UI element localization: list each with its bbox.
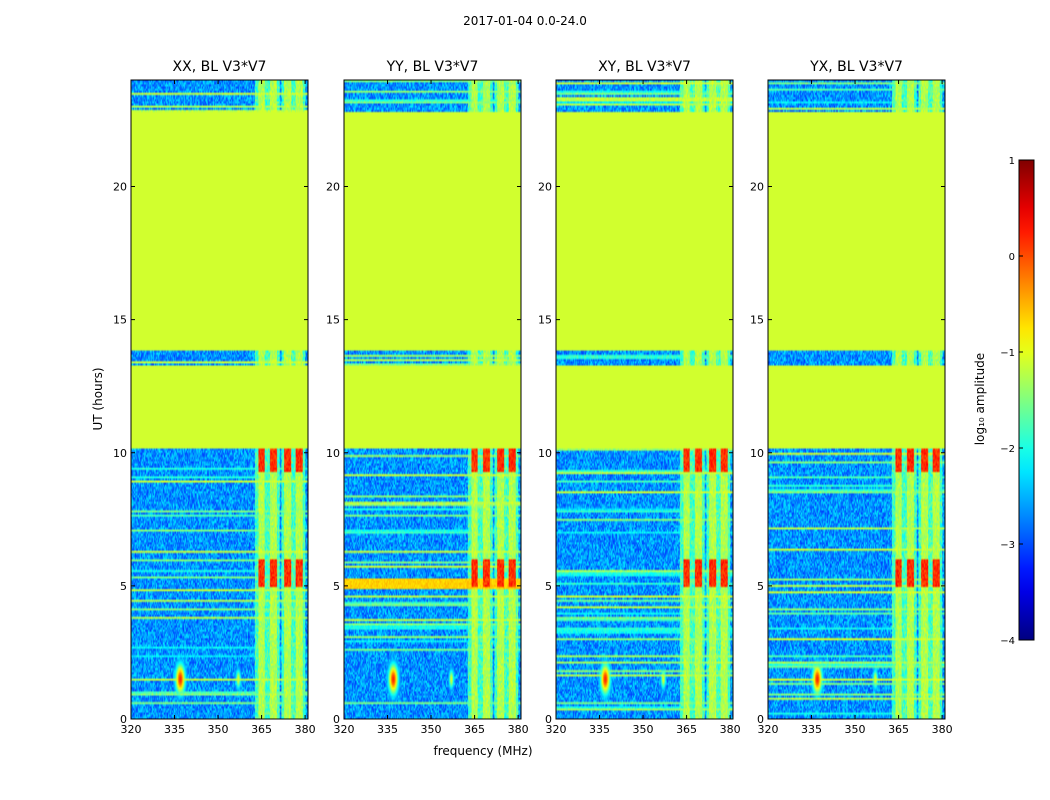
- x-tick-label-1-2: 350: [421, 723, 442, 736]
- y-tick-label-0-1: 5: [120, 580, 127, 593]
- x-tick-label-2-0: 320: [546, 723, 567, 736]
- x-tick-label-3-2: 350: [845, 723, 866, 736]
- colorbar-tick-label-0: 1: [1009, 156, 1015, 167]
- y-tick-label-1-4: 20: [326, 181, 340, 194]
- panel-title-xy: XY, BL V3*V7: [598, 59, 691, 75]
- y-tick-label-2-4: 20: [538, 181, 552, 194]
- x-tick-label-2-4: 380: [720, 723, 741, 736]
- x-tick-label-0-3: 365: [251, 723, 272, 736]
- x-tick-label-3-1: 335: [801, 723, 822, 736]
- colorbar-tick-label-5: −4: [1000, 636, 1015, 647]
- heatmap-1: [344, 80, 521, 719]
- x-tick-label-0-0: 320: [121, 723, 142, 736]
- y-tick-label-3-1: 5: [757, 580, 764, 593]
- colorbar-tick-label-1: 0: [1009, 252, 1015, 263]
- x-tick-label-3-3: 365: [888, 723, 909, 736]
- x-tick-label-1-0: 320: [334, 723, 355, 736]
- heatmap-3: [768, 80, 945, 719]
- x-tick-label-0-1: 335: [164, 723, 185, 736]
- x-tick-label-2-2: 350: [633, 723, 654, 736]
- heatmap-2: [556, 80, 733, 719]
- y-tick-label-3-2: 10: [750, 447, 764, 460]
- panel-title-xx: XX, BL V3*V7: [172, 59, 267, 75]
- y-tick-label-2-1: 5: [545, 580, 552, 593]
- figure-title: 2017-01-04 0.0-24.0: [463, 14, 587, 28]
- colorbar-tick-label-2: −1: [1000, 348, 1015, 359]
- panel-frame-3: [767, 79, 946, 720]
- heatmap-0: [131, 80, 308, 719]
- panel-frame-1: [343, 79, 522, 720]
- x-tick-label-1-1: 335: [377, 723, 398, 736]
- y-tick-label-0-0: 0: [120, 713, 127, 726]
- y-tick-label-2-3: 15: [538, 314, 552, 327]
- panel-frame-0: [130, 79, 309, 720]
- x-tick-label-3-0: 320: [758, 723, 779, 736]
- y-tick-label-3-4: 20: [750, 181, 764, 194]
- panel-title-yy: YY, BL V3*V7: [386, 59, 479, 75]
- panel-title-yx: YX, BL V3*V7: [810, 59, 903, 75]
- y-tick-label-1-0: 0: [333, 713, 340, 726]
- y-tick-label-0-3: 15: [113, 314, 127, 327]
- x-axis-label: frequency (MHz): [433, 744, 533, 758]
- x-tick-label-3-4: 380: [932, 723, 953, 736]
- y-tick-label-3-0: 0: [757, 713, 764, 726]
- colorbar-tick-label-3: −2: [1000, 444, 1015, 455]
- x-tick-label-0-2: 350: [208, 723, 229, 736]
- x-tick-label-0-4: 380: [295, 723, 316, 736]
- y-tick-label-1-1: 5: [333, 580, 340, 593]
- y-tick-label-3-3: 15: [750, 314, 764, 327]
- y-tick-label-2-0: 0: [545, 713, 552, 726]
- y-tick-label-2-2: 10: [538, 447, 552, 460]
- y-tick-label-0-2: 10: [113, 447, 127, 460]
- x-tick-label-2-1: 335: [589, 723, 610, 736]
- y-tick-label-1-3: 15: [326, 314, 340, 327]
- colorbar: [1018, 159, 1035, 641]
- x-tick-label-2-3: 365: [676, 723, 697, 736]
- x-tick-label-1-3: 365: [464, 723, 485, 736]
- y-tick-label-0-4: 20: [113, 181, 127, 194]
- y-tick-label-1-2: 10: [326, 447, 340, 460]
- colorbar-tick-label-4: −3: [1000, 540, 1015, 551]
- x-tick-label-1-4: 380: [508, 723, 529, 736]
- panel-frame-2: [555, 79, 734, 720]
